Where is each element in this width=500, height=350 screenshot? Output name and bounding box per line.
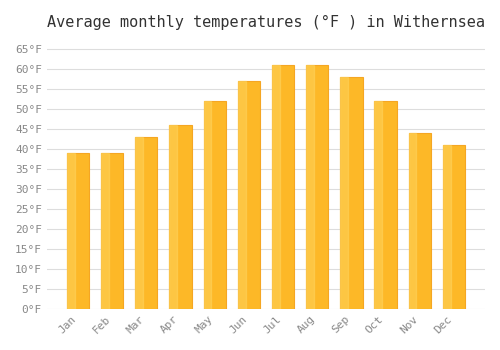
Bar — [272, 65, 294, 309]
Bar — [306, 65, 314, 309]
Bar — [67, 153, 74, 309]
Bar — [408, 133, 431, 309]
Bar — [67, 153, 89, 309]
Bar — [238, 81, 246, 309]
Bar — [443, 145, 465, 309]
Bar — [340, 77, 348, 309]
Bar — [374, 101, 396, 309]
Bar — [101, 153, 108, 309]
Bar — [204, 101, 226, 309]
Bar — [238, 81, 260, 309]
Bar — [408, 133, 416, 309]
Bar — [272, 65, 280, 309]
Bar — [101, 153, 123, 309]
Bar — [306, 65, 328, 309]
Bar — [443, 145, 450, 309]
Bar — [135, 137, 158, 309]
Title: Average monthly temperatures (°F ) in Withernsea: Average monthly temperatures (°F ) in Wi… — [47, 15, 485, 30]
Bar — [340, 77, 362, 309]
Bar — [170, 125, 192, 309]
Bar — [374, 101, 382, 309]
Bar — [204, 101, 212, 309]
Bar — [170, 125, 177, 309]
Bar — [135, 137, 143, 309]
